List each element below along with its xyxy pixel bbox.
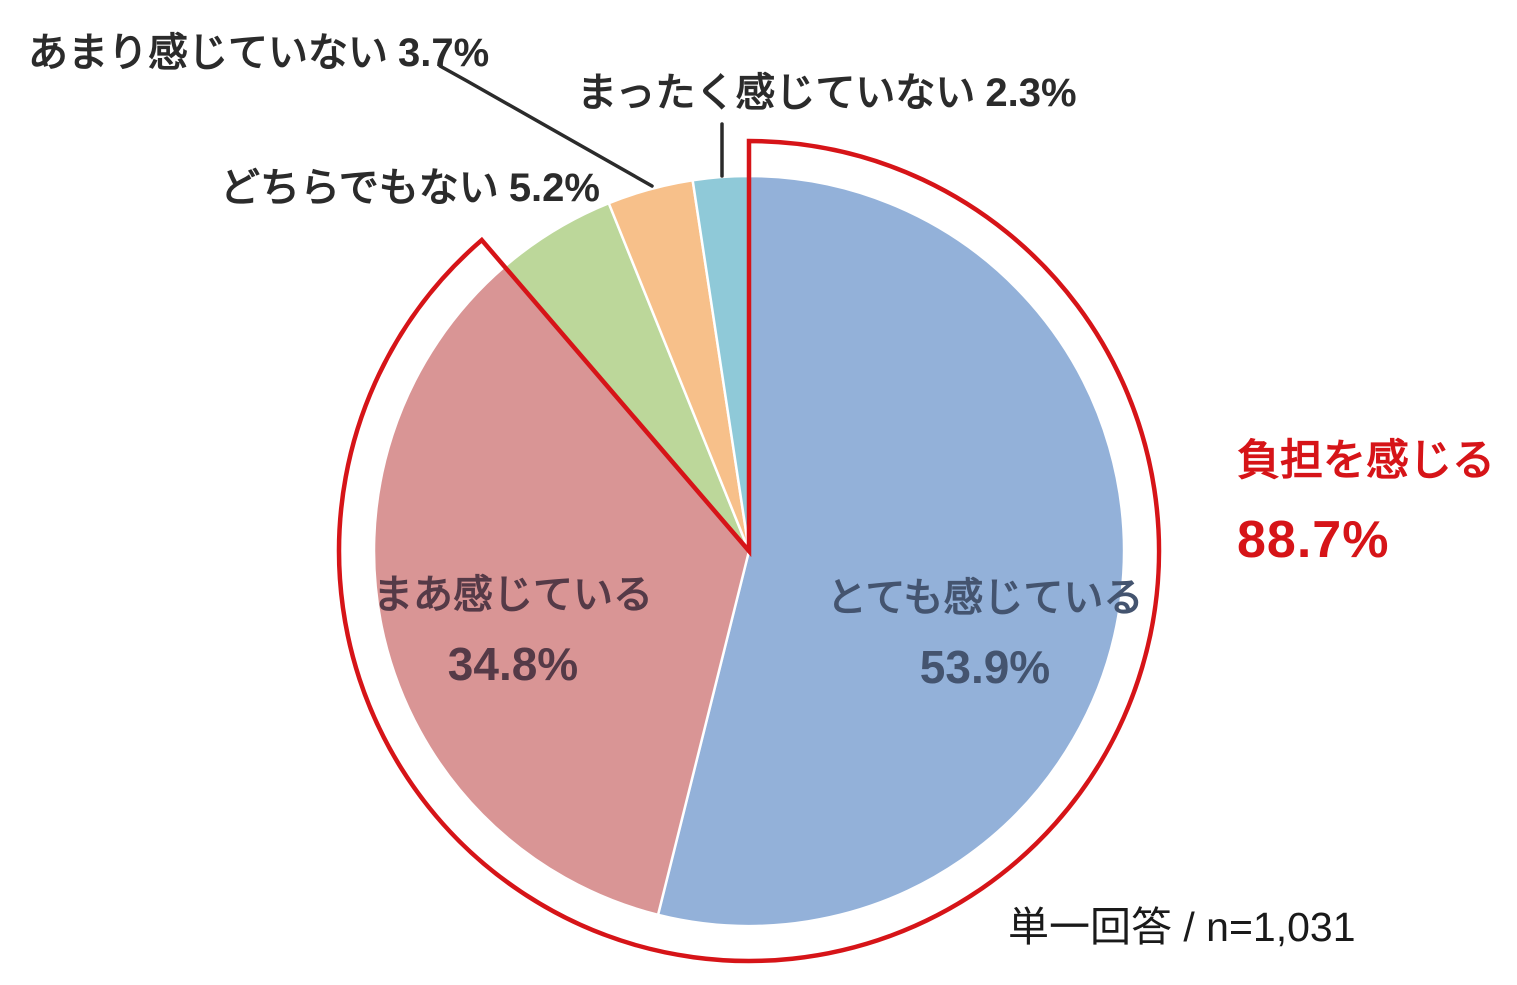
slice-totemo-pct: 53.9% [919, 641, 1051, 693]
pie-slice-0 [656, 174, 1126, 928]
callout-label-mattaku: まったく感じていない 2.3% [577, 73, 1077, 113]
leader-lines [438, 64, 724, 188]
highlight-annotation-pct: 88.7% [1237, 511, 1390, 569]
slice-maa-pct: 34.8% [447, 638, 579, 690]
slice-maa-text: まあ感じている [373, 573, 653, 617]
callout-label-amari: あまり感じていない 3.7% [28, 33, 489, 73]
callout-amari-pct: 3.7% [398, 31, 490, 75]
callout-mattaku-pct: 2.3% [985, 71, 1077, 115]
highlight-annotation: 負担を感じる 88.7% [1237, 437, 1495, 569]
callout-dochira-text: どちらでもない [220, 166, 499, 210]
pie-slices [372, 174, 1126, 928]
highlight-outline-group [336, 138, 1162, 964]
callout-amari-text: あまり感じていない [28, 31, 388, 75]
callout-mattaku-text: まったく感じていない [577, 71, 976, 115]
pie-slice-1 [372, 265, 751, 917]
highlight-annotation-title: 負担を感じる [1237, 437, 1495, 485]
callout-label-dochira: どちらでもない 5.2% [220, 168, 600, 208]
leader-line-amari [438, 64, 654, 188]
slice-label-maa: まあ感じている 34.8% [373, 575, 653, 687]
slice-totemo-text: とても感じている [826, 576, 1144, 620]
slice-label-totemo: とても感じている 53.9% [827, 578, 1144, 690]
highlight-outline [336, 138, 1162, 964]
footnote: 単一回答 / n=1,031 [1008, 904, 1356, 950]
callout-dochira-pct: 5.2% [508, 166, 600, 210]
